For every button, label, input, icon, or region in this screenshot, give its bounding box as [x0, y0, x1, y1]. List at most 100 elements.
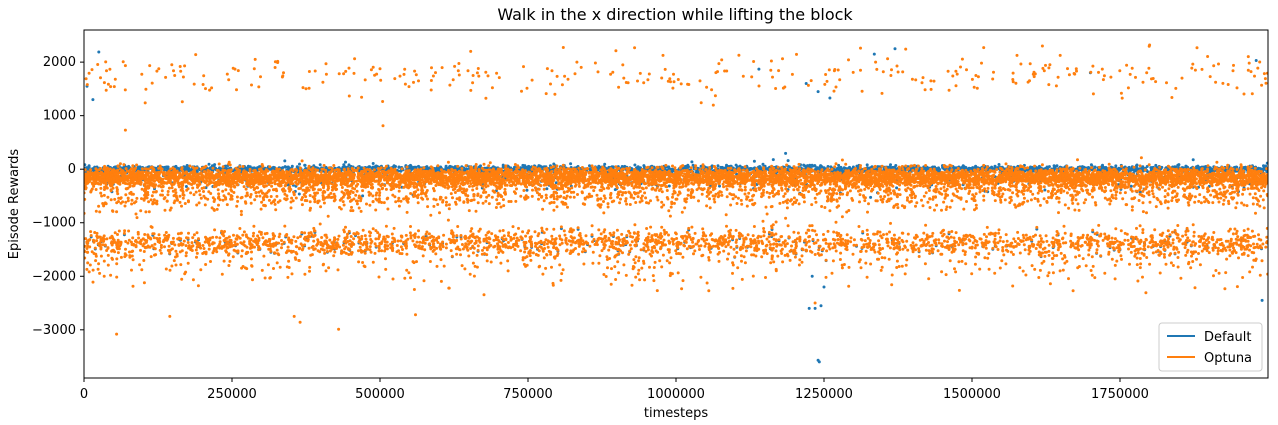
data-point [525, 188, 529, 192]
data-point [828, 96, 832, 100]
data-point [284, 165, 288, 169]
data-point [686, 163, 690, 167]
data-point [642, 164, 646, 168]
data-point [464, 164, 468, 168]
data-point [371, 162, 375, 165]
data-point [816, 90, 820, 94]
data-point [318, 163, 322, 167]
series-optuna [84, 43, 1268, 336]
data-point [1208, 166, 1212, 170]
data-point [834, 162, 838, 166]
data-point [807, 306, 811, 310]
data-point [670, 167, 674, 171]
data-point [802, 163, 806, 167]
data-point [667, 184, 671, 188]
data-point [409, 163, 412, 167]
data-point [893, 47, 897, 51]
data-point [561, 163, 565, 167]
data-point [1031, 166, 1035, 170]
data-point [501, 163, 505, 167]
data-point [1260, 298, 1264, 302]
data-point [460, 167, 464, 170]
data-point [1147, 163, 1151, 167]
data-point [837, 163, 841, 167]
data-point [89, 168, 93, 172]
data-point [84, 163, 87, 167]
data-point [636, 165, 640, 169]
data-point [913, 163, 916, 167]
data-point [1040, 163, 1044, 167]
data-point [97, 50, 101, 54]
data-point [87, 165, 91, 169]
data-point [840, 158, 844, 162]
data-point [810, 163, 814, 167]
data-point [813, 306, 817, 310]
data-point [911, 168, 915, 172]
data-point [721, 166, 725, 170]
data-point [1176, 163, 1180, 167]
data-point [771, 158, 775, 162]
data-point [127, 164, 131, 168]
data-point [734, 163, 738, 167]
data-point [1145, 165, 1149, 168]
data-point [889, 163, 892, 167]
data-point [487, 164, 491, 168]
data-point [545, 187, 549, 191]
data-point [614, 165, 618, 169]
data-point [1264, 164, 1268, 168]
data-point [997, 163, 1001, 166]
data-point [342, 163, 346, 167]
data-point [569, 162, 573, 166]
data-point [1129, 184, 1133, 188]
data-point [444, 164, 448, 168]
data-point [1080, 165, 1084, 169]
data-point [1043, 188, 1047, 192]
data-point [819, 304, 823, 308]
data-point [1258, 167, 1262, 171]
data-point [417, 164, 420, 168]
data-point [344, 160, 347, 164]
data-point [924, 164, 928, 167]
data-point [895, 186, 899, 190]
data-point [633, 163, 637, 167]
data-point [176, 166, 180, 170]
data-point [392, 164, 396, 168]
data-point [787, 165, 791, 169]
data-point [822, 285, 826, 289]
chart-title: Walk in the x direction while lifting th… [497, 5, 853, 24]
data-point [1184, 164, 1188, 168]
data-point [368, 169, 372, 172]
data-point [817, 360, 821, 364]
data-point [1114, 164, 1118, 168]
data-point [425, 165, 429, 169]
data-point [1235, 168, 1239, 171]
data-point [1254, 59, 1258, 62]
data-point [813, 164, 817, 168]
data-point [1047, 165, 1051, 169]
data-point [207, 162, 211, 166]
data-point [784, 151, 788, 155]
data-point [990, 166, 994, 170]
data-point [1138, 164, 1142, 168]
data-point [213, 163, 217, 167]
data-point [297, 192, 301, 196]
data-point [810, 274, 814, 278]
data-point [738, 164, 742, 168]
data-point [1195, 165, 1198, 169]
data-point [271, 165, 275, 169]
data-point [552, 162, 556, 166]
data-point [347, 163, 351, 167]
data-point [716, 164, 720, 168]
data-point [1052, 164, 1056, 168]
data-point [456, 164, 460, 168]
data-point [527, 164, 531, 168]
data-point [690, 160, 694, 164]
data-point [1191, 158, 1195, 162]
data-point [1154, 163, 1158, 167]
data-point [904, 164, 908, 168]
data-point [1054, 182, 1057, 186]
data-point [482, 188, 486, 192]
data-point [469, 165, 473, 169]
data-point [1141, 165, 1145, 169]
